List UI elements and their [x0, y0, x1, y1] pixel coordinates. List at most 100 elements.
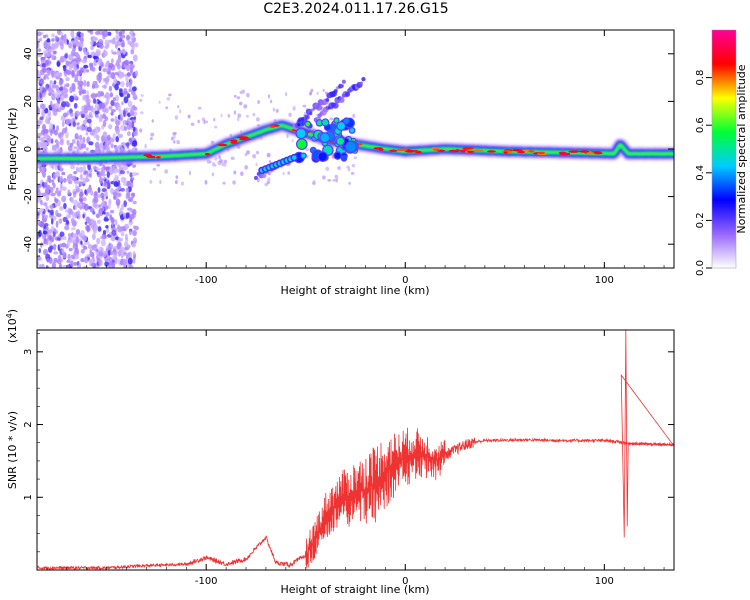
spectrogram-speckle — [178, 109, 182, 114]
spectrogram-speckle — [72, 121, 76, 128]
spectrogram-speckle — [41, 181, 45, 188]
spectrogram-speckle — [98, 259, 103, 266]
spectrogram-speckle — [95, 145, 101, 153]
spectrogram-speckle — [257, 178, 260, 183]
spectrogram-speckle — [72, 233, 78, 239]
spectrogram-peak — [239, 138, 251, 141]
spectrogram-speckle — [165, 106, 169, 110]
spectrogram-speckle — [101, 31, 105, 36]
snr-x-axis-label: Height of straight line (km) — [280, 583, 429, 596]
spectrogram-speckle — [48, 104, 52, 109]
spectrogram-cluster — [321, 118, 330, 127]
spectrogram-speckle — [76, 210, 81, 216]
spectrogram-speckle — [123, 125, 127, 131]
spectrogram-speckle — [123, 223, 130, 230]
spectrogram-speckle — [346, 165, 350, 169]
spectrogram-peak — [528, 150, 535, 153]
spectrogram-speckle — [46, 257, 50, 263]
spectrogram-speckle — [291, 139, 294, 143]
spectrogram-speckle — [110, 99, 115, 107]
spectrogram-speckle — [45, 115, 48, 121]
spectrogram-speckle — [45, 239, 49, 245]
spectrogram-speckle — [104, 140, 109, 148]
spectrogram-speckle — [53, 251, 59, 255]
spectrogram-speckle — [67, 42, 72, 48]
spectrogram-speckle — [130, 106, 135, 114]
spectrogram-speckle — [44, 187, 50, 195]
spectrogram-speckle — [322, 175, 326, 180]
spectrogram-speckle — [97, 187, 101, 193]
spectrogram-speckle — [95, 248, 99, 253]
spectrogram-speckle — [285, 92, 288, 97]
spectrogram-speckle — [87, 118, 92, 124]
spectrogram-speckle — [282, 172, 285, 175]
spectrogram-speckle — [131, 38, 136, 43]
snr-series-line — [37, 330, 674, 570]
snr-frame — [36, 329, 675, 571]
spectrogram-speckle — [117, 185, 121, 191]
spectrogram-speckle — [130, 78, 133, 85]
spectrogram-speckle — [125, 142, 130, 147]
spectrogram-speckle — [86, 81, 90, 87]
spectrogram-speckle — [102, 67, 107, 73]
spectrogram-speckle — [102, 250, 107, 258]
spectrogram-speckle — [57, 254, 62, 262]
spectrogram-speckle — [241, 89, 245, 94]
spectrogram-peak — [396, 148, 408, 152]
spectrogram-speckle — [246, 150, 250, 155]
spectrogram-speckle — [97, 58, 103, 66]
spectrogram-speckle — [68, 54, 74, 61]
spectrogram-speckle — [69, 142, 74, 147]
spectrogram-speckle — [312, 179, 316, 185]
spectrogram-speckle — [287, 171, 290, 175]
spectrogram-speckle — [332, 178, 337, 182]
spectrogram-speckle — [85, 94, 90, 100]
spectrogram-speckle — [126, 93, 131, 99]
spectrogram-speckle — [90, 45, 94, 51]
spectrogram-branch — [359, 81, 363, 85]
spectrogram-speckle — [43, 202, 48, 207]
snr-y-ticks: 1 2 3 — [23, 333, 674, 553]
spectrogram-branch — [309, 111, 313, 116]
spectrogram-speckle — [47, 110, 52, 118]
spectrogram-speckle — [240, 171, 244, 177]
spectrogram-peak — [568, 150, 580, 153]
spectrogram-speckle — [150, 132, 155, 137]
spectrogram-speckle — [39, 221, 45, 228]
spectrogram-speckle — [91, 244, 94, 251]
spectrogram-speckle — [337, 166, 341, 170]
spectrogram-peak — [537, 151, 545, 155]
spectrogram-speckle — [272, 107, 275, 112]
snr-x-ticks: -100 0 100 — [46, 330, 665, 587]
spectrogram-speckle — [351, 163, 356, 168]
spectrogram-speckle — [73, 102, 78, 109]
spectrogram-speckle — [93, 83, 99, 89]
spectrogram-speckle — [43, 248, 48, 255]
spectrogram-speckle — [51, 93, 56, 101]
spectrogram-speckle — [61, 120, 65, 128]
spectrogram-speckle — [73, 199, 79, 206]
spectrogram-speckle — [125, 252, 130, 256]
spectrogram-speckle — [129, 137, 133, 145]
spectrogram-speckle — [58, 262, 62, 268]
spectrogram-speckle — [43, 214, 49, 219]
spectrogram-speckle — [121, 101, 124, 106]
spectrogram-speckle — [98, 41, 103, 47]
spectrogram-speckle — [64, 225, 70, 231]
spectrogram-speckle — [129, 172, 133, 178]
spectrogram-speckle — [127, 71, 131, 77]
spectrogram-speckle — [266, 152, 271, 158]
spectrogram-speckle — [69, 112, 74, 117]
spectrogram-speckle — [80, 240, 83, 245]
spectrogram-speckle — [113, 167, 117, 175]
spectrogram-speckle — [149, 179, 153, 184]
spectrogram-speckle — [48, 228, 53, 235]
spectrogram-speckle — [95, 134, 100, 141]
spectrogram-speckle — [69, 95, 75, 102]
spectrogram-speckle — [110, 235, 116, 242]
spectrogram-speckle — [122, 110, 126, 118]
spectrogram-branch — [344, 91, 351, 97]
spectrogram-speckle — [38, 248, 41, 254]
spectrogram-speckle — [66, 39, 70, 45]
spectrogram-speckle — [62, 112, 68, 118]
